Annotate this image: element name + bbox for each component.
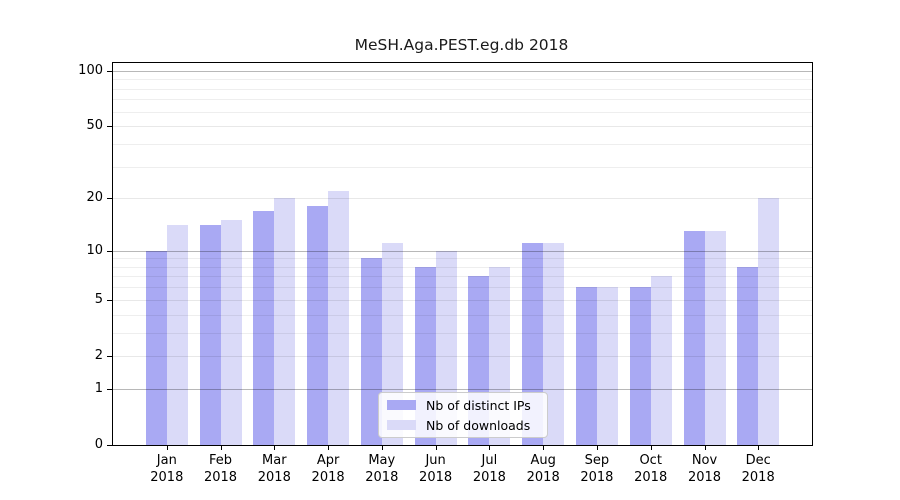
- decade-gridline: [113, 70, 812, 72]
- x-tick-mark: [489, 446, 491, 450]
- x-tick-mark: [220, 446, 222, 450]
- minor-gridline: [113, 88, 812, 90]
- x-tick-label: Sep 2018: [580, 453, 614, 485]
- x-tick-label: Feb 2018: [203, 453, 238, 485]
- minor-gridline: [113, 166, 812, 168]
- tick-gridline: [113, 299, 812, 301]
- y-tick-label: 50: [86, 118, 103, 134]
- tick-gridline: [113, 126, 812, 128]
- bar-distinct-ips: [629, 287, 651, 445]
- x-tick-label: Nov 2018: [687, 453, 722, 485]
- tick-gridline: [113, 355, 812, 357]
- minor-gridline: [113, 143, 812, 145]
- legend-swatch-downloads: [387, 420, 416, 430]
- x-tick-mark: [381, 446, 383, 450]
- x-tick-label: Oct 2018: [634, 453, 668, 485]
- x-tick-label: Apr 2018: [311, 453, 345, 485]
- x-tick-mark: [435, 446, 437, 450]
- bar-distinct-ips: [253, 210, 275, 445]
- x-tick-mark: [704, 446, 706, 450]
- y-tick-label: 0: [94, 437, 103, 452]
- bar-downloads: [274, 198, 296, 445]
- minor-gridline: [113, 79, 812, 81]
- minor-gridline: [113, 314, 812, 316]
- decade-gridline: [113, 250, 812, 252]
- x-tick-mark: [650, 446, 652, 450]
- x-tick-mark: [596, 446, 598, 450]
- gridlines-layer: [113, 63, 812, 445]
- legend-label-downloads: Nb of downloads: [426, 417, 531, 433]
- minor-gridline: [113, 111, 812, 113]
- y-tick-mark: [107, 198, 112, 200]
- y-tick-label: 5: [94, 291, 103, 307]
- y-tick-label: 100: [78, 62, 103, 78]
- x-tick-label: Jun 2018: [419, 453, 453, 485]
- bar-distinct-ips: [199, 225, 221, 445]
- x-tick-label: May 2018: [365, 453, 399, 485]
- bar-distinct-ips: [145, 250, 167, 445]
- minor-gridline: [113, 332, 812, 334]
- legend-label-distinct-ips: Nb of distinct IPs: [426, 397, 531, 413]
- y-tick-mark: [107, 126, 112, 128]
- x-tick-label: Aug 2018: [526, 453, 560, 485]
- legend-item-downloads: Nb of downloads: [387, 418, 539, 433]
- y-tick-label: 2: [94, 347, 103, 363]
- y-tick-mark: [107, 299, 112, 301]
- minor-gridline: [113, 287, 812, 289]
- legend-item-distinct-ips: Nb of distinct IPs: [387, 398, 539, 413]
- bar-distinct-ips: [683, 230, 705, 445]
- chart-title: MeSH.Aga.PEST.eg.db 2018: [354, 36, 569, 54]
- minor-gridline: [113, 258, 812, 260]
- bar-distinct-ips: [575, 287, 597, 445]
- y-tick-mark: [107, 445, 112, 446]
- minor-gridline: [113, 276, 812, 278]
- minor-gridline: [113, 99, 812, 101]
- bar-downloads: [166, 225, 188, 445]
- x-tick-label: Mar 2018: [257, 453, 291, 485]
- x-tick-label: Dec 2018: [741, 453, 775, 485]
- y-tick-mark: [107, 388, 112, 390]
- x-tick-mark: [166, 446, 168, 450]
- y-tick-label: 1: [94, 380, 103, 396]
- legend-swatch-distinct-ips: [387, 400, 416, 410]
- decade-gridline: [113, 388, 812, 390]
- y-tick-mark: [107, 70, 112, 72]
- y-tick-mark: [107, 355, 112, 357]
- bar-downloads: [758, 198, 780, 445]
- bar-distinct-ips: [360, 258, 382, 445]
- x-tick-mark: [758, 446, 760, 450]
- bar-downloads: [328, 190, 350, 445]
- x-tick-mark: [543, 446, 545, 450]
- bar-downloads: [704, 230, 726, 445]
- bar-distinct-ips: [307, 206, 329, 445]
- bar-downloads: [596, 287, 618, 445]
- tick-gridline: [113, 198, 812, 200]
- minor-gridline: [113, 266, 812, 268]
- x-tick-label: Jul 2018: [472, 453, 506, 485]
- bar-downloads: [220, 220, 242, 445]
- plot-area: Nb of distinct IPs Nb of downloads: [112, 62, 813, 446]
- bar-distinct-ips: [737, 266, 759, 445]
- legend: Nb of distinct IPs Nb of downloads: [378, 392, 548, 438]
- x-tick-mark: [274, 446, 276, 450]
- y-tick-mark: [107, 250, 112, 252]
- x-tick-mark: [328, 446, 330, 450]
- bar-downloads: [650, 276, 672, 445]
- bar-downloads: [543, 243, 565, 445]
- x-tick-label: Jan 2018: [150, 453, 184, 485]
- y-tick-label: 10: [86, 242, 103, 258]
- y-tick-label: 20: [86, 190, 103, 206]
